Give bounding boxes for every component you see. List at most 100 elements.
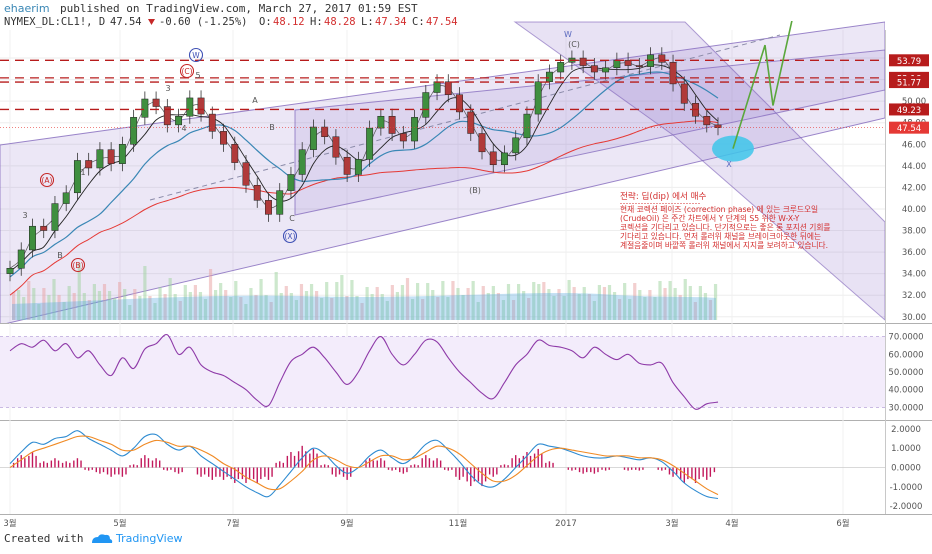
symbol-label: NYMEX_DL:CL1!, D [4,16,105,28]
macd-panel [0,430,885,500]
forecast-wave-path [732,21,793,149]
close-value: 47.54 [426,16,458,28]
candle-body [152,98,160,107]
ma-10-line [9,57,719,269]
annotation-title: 전략: 딥(dip) 에서 매수 [620,190,707,202]
volume-bar [395,292,399,320]
candle-body [669,62,677,85]
candle-body [343,156,351,175]
volume-bar [633,283,637,320]
candle-body [478,133,486,153]
wave-label-ring [282,228,298,244]
wave-label: C [289,214,295,223]
annotation-line-2: (CrudeOil) 은 주간 차트에서 Y 단계의 S5 위한 W-X-Y [620,213,800,223]
close-label: C: [412,16,425,28]
wave-label: 5 [195,71,200,80]
candle-body [73,160,81,194]
volume-bar [203,299,208,320]
volume-bar [431,290,435,320]
candle-body [703,115,711,126]
author[interactable]: ehaerim [4,2,50,15]
candle-body [590,65,598,73]
volume-bar [517,284,521,320]
ma-200-line [9,120,719,296]
ma-50-line [9,71,719,278]
volume-bar [102,284,107,320]
volume-bar [416,283,420,320]
volume-bar [683,279,687,320]
candle-body [557,62,565,73]
volume-bar [178,301,182,320]
time-axis-tick: 5월 [113,518,126,529]
volume-bar [703,293,708,320]
volume-bar [441,281,445,320]
volume-bar [628,299,632,320]
candle-body [366,127,374,160]
resistance-levels [0,59,885,128]
wave-label-ring [70,257,86,273]
price-axis-tick: 44.00 [902,162,926,172]
candle-body [85,160,93,169]
annotation-line-1: 현재 코렉션 페이즈 (correction phase) 에 있는 크루드오일 [620,204,818,214]
rsi-axis-tick: 30.0000 [888,403,923,413]
volume-bar [597,285,601,320]
volume-bar [511,300,516,320]
volume-bar [335,282,339,320]
volume-bar [123,289,127,320]
volume-bar [380,294,384,320]
volume-bar [471,281,475,320]
volume-bar [638,290,642,320]
candle-body [6,268,14,274]
price-axis-tick: 36.00 [902,248,926,258]
volume-bar [284,286,288,320]
volume-bar [32,288,36,320]
wave-label: 4 [181,124,186,133]
volume-bar [648,290,652,320]
candle-body [17,249,25,269]
price-axis-tick: 34.00 [902,270,926,280]
candle-body [62,192,70,204]
macd-axis-tick: 0.0000 [891,464,921,474]
volume-bar [421,299,425,320]
wave-label: (B) [73,261,84,270]
volume-bar [158,287,162,320]
annotation-line-3: 코렉션을 기다리고 있습니다. 단기적으로는 좋은 롱 포지션 기회를 [620,222,831,232]
low-value: 47.34 [375,16,407,28]
volume-bar [163,294,167,320]
volume-bar [612,292,617,320]
volume-bar [456,288,460,320]
volume-bar [436,297,440,320]
candle-body [141,98,149,118]
volume-bar [239,297,243,320]
wave-label-ring [179,63,195,79]
wave-label: (C) [568,40,580,49]
price-axis-tick: 32.00 [902,291,926,301]
volume-bar [426,283,430,320]
volume-bar [461,295,465,320]
volume-bar [42,288,46,320]
price-axis-tick: 30.00 [902,313,926,323]
candle-body [332,136,340,158]
volume-bar [658,281,662,320]
volume-bar [385,301,389,320]
volume-bar [37,304,41,320]
time-axis-tick: 3월 [3,518,16,529]
wave-label-ring [188,47,204,63]
volume-bar [133,289,137,320]
candle-body [456,94,463,113]
volume-bar [128,305,132,320]
time-axis-tick: 3월 [665,518,678,529]
volume-bar [643,297,647,320]
wave-label: W [564,30,572,39]
last-price: 47.54 [110,16,142,28]
wave-label: 3 [22,211,27,220]
volume-bar [698,286,702,320]
volume-bar [52,279,56,320]
candle-body [579,57,587,66]
inner-rising-channel [294,49,885,216]
volume-bar [229,297,233,320]
falling-channel [513,21,885,321]
footer-brand[interactable]: TradingView [115,532,182,545]
candle-body [276,190,284,215]
candle-body [175,115,183,126]
